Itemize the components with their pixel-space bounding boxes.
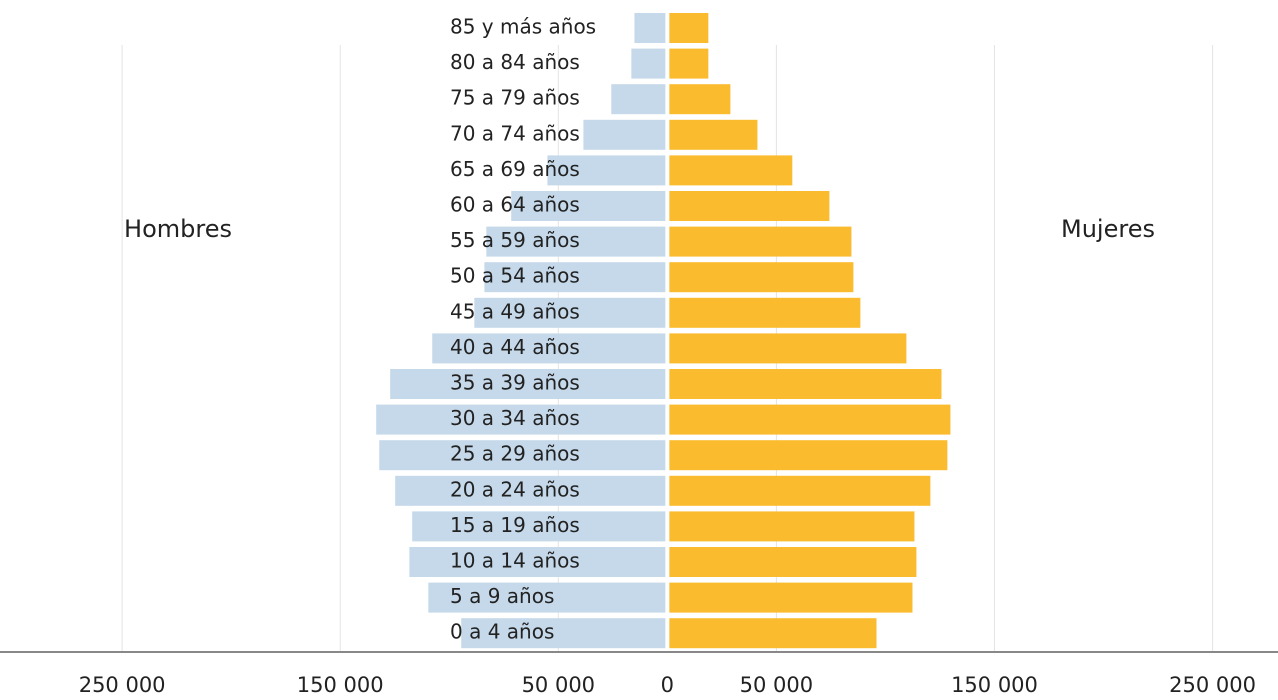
category-label: 60 a 64 años bbox=[450, 193, 580, 217]
bar bbox=[669, 226, 852, 257]
bar bbox=[669, 440, 948, 471]
category-label: 0 a 4 años bbox=[450, 620, 554, 644]
bar bbox=[484, 262, 666, 293]
bar bbox=[474, 297, 666, 328]
category-label: 15 a 19 años bbox=[450, 513, 580, 537]
x-tick-label: 150 000 bbox=[297, 673, 384, 697]
category-label: 85 y más años bbox=[450, 15, 596, 39]
bar bbox=[631, 48, 666, 79]
bar bbox=[390, 369, 666, 399]
bar bbox=[669, 511, 915, 542]
legend-label: Hombres bbox=[124, 215, 232, 243]
x-tick-label: 50 000 bbox=[522, 673, 595, 697]
bar bbox=[669, 475, 931, 506]
bar bbox=[669, 547, 917, 577]
category-label: 25 a 29 años bbox=[450, 442, 580, 466]
bar bbox=[461, 618, 666, 649]
category-label: 35 a 39 años bbox=[450, 371, 580, 395]
category-label: 55 a 59 años bbox=[450, 228, 580, 252]
bar bbox=[583, 119, 666, 150]
category-label: 40 a 44 años bbox=[450, 335, 580, 359]
bar bbox=[379, 440, 666, 471]
bar bbox=[409, 547, 666, 577]
legend-label: Mujeres bbox=[1061, 215, 1155, 243]
x-tick-label: 0 bbox=[661, 673, 674, 697]
category-label: 30 a 34 años bbox=[450, 406, 580, 430]
bar bbox=[669, 191, 830, 221]
x-tick-label: 250 000 bbox=[79, 673, 166, 697]
category-label: 70 a 74 años bbox=[450, 121, 580, 145]
category-label: 10 a 14 años bbox=[450, 549, 580, 573]
bar bbox=[669, 582, 913, 613]
x-tick-label: 150 000 bbox=[951, 673, 1038, 697]
bar bbox=[486, 226, 666, 257]
bar bbox=[611, 84, 666, 115]
bar bbox=[669, 369, 942, 399]
category-label: 80 a 84 años bbox=[450, 50, 580, 74]
x-tick-label: 250 000 bbox=[1169, 673, 1256, 697]
bar bbox=[669, 404, 951, 435]
category-label: 20 a 24 años bbox=[450, 477, 580, 501]
bar bbox=[669, 618, 877, 649]
bar bbox=[432, 333, 666, 364]
bar bbox=[669, 119, 758, 150]
category-label: 75 a 79 años bbox=[450, 86, 580, 110]
bar bbox=[395, 475, 666, 506]
bar bbox=[376, 404, 666, 435]
bar bbox=[511, 191, 666, 221]
bar bbox=[669, 84, 731, 115]
category-label: 45 a 49 años bbox=[450, 299, 580, 323]
bar bbox=[669, 155, 793, 186]
bar bbox=[669, 333, 907, 364]
bar bbox=[669, 297, 861, 328]
bar bbox=[669, 13, 709, 43]
category-label: 5 a 9 años bbox=[450, 584, 554, 608]
bar bbox=[412, 511, 666, 542]
bar bbox=[634, 13, 666, 43]
bar bbox=[669, 262, 854, 293]
bar bbox=[669, 48, 709, 79]
x-tick-label: 50 000 bbox=[740, 673, 813, 697]
category-label: 65 a 69 años bbox=[450, 157, 580, 181]
bar bbox=[428, 582, 666, 613]
category-label: 50 a 54 años bbox=[450, 264, 580, 288]
bar bbox=[547, 155, 666, 186]
